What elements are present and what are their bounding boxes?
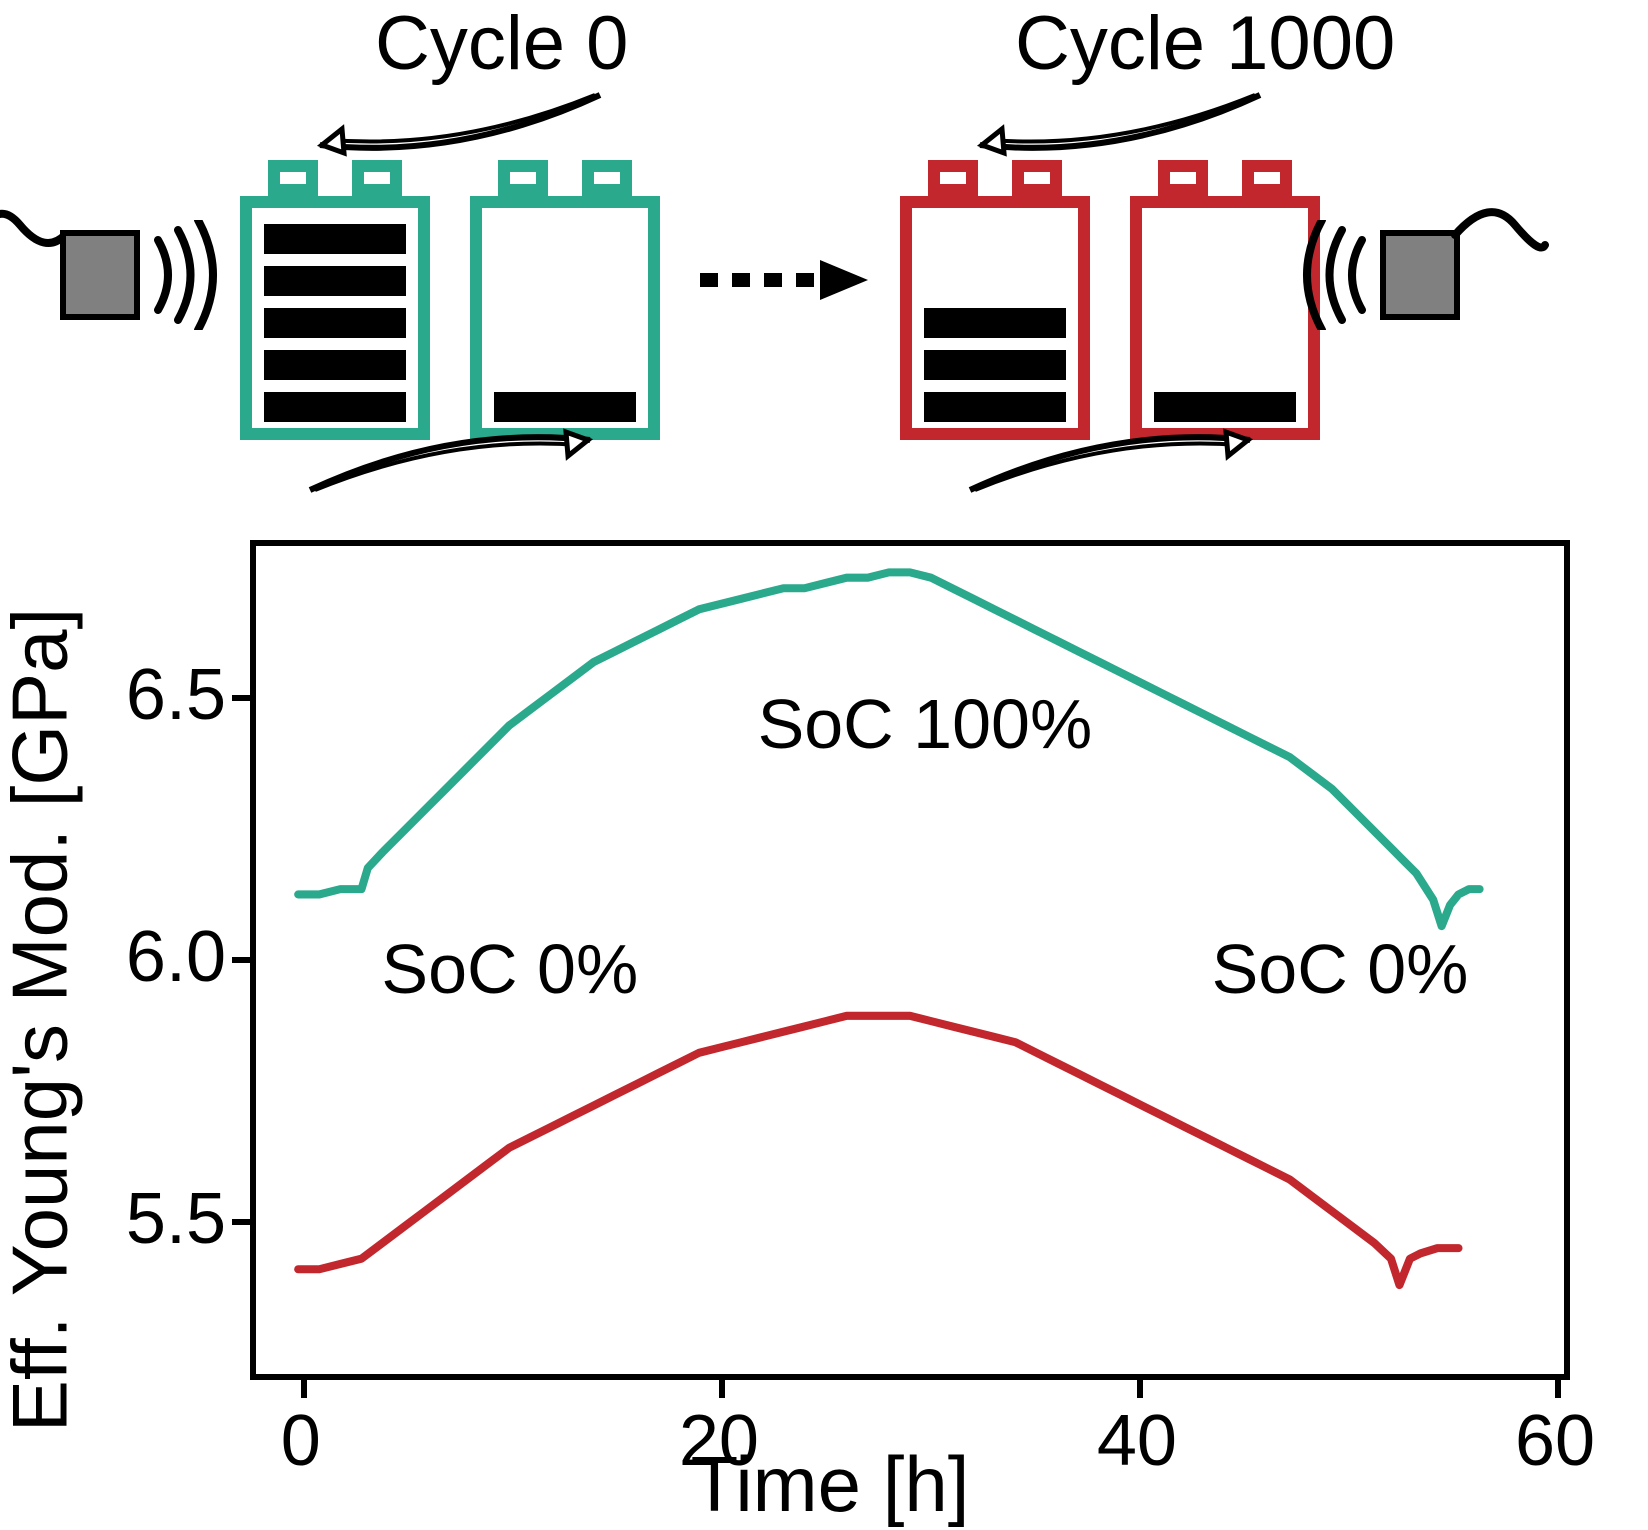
- battery-degraded-empty-icon: [1130, 160, 1320, 440]
- cycle-arrow-bottom-icon: [960, 415, 1270, 495]
- battery-empty-icon: [470, 160, 660, 440]
- battery-pair-cycle0: [240, 120, 670, 450]
- x-tick-label: 0: [281, 1400, 321, 1482]
- y-axis-label: Eff. Young's Mod. [GPa]: [0, 608, 86, 1432]
- annotation: SoC 0%: [1212, 929, 1469, 1009]
- plot-area: 02040605.56.06.5SoC 100%SoC 0%SoC 0%: [250, 540, 1570, 1380]
- cycle-arrow-top-icon: [960, 90, 1270, 170]
- annotation: SoC 0%: [381, 929, 638, 1009]
- progress-arrow-icon: [700, 255, 870, 305]
- y-tick-label: 6.0: [126, 916, 226, 998]
- chart-panel: Eff. Young's Mod. [GPa] Time [h] 0204060…: [50, 520, 1610, 1520]
- x-tick-label: 20: [679, 1400, 759, 1482]
- figure-root: Cycle 0 Cycle 1000: [0, 0, 1648, 1520]
- battery-degraded-full-icon: [900, 160, 1090, 440]
- series-cycle1000: [298, 1016, 1458, 1285]
- cycle-arrow-bottom-icon: [300, 415, 610, 495]
- x-tick-label: 60: [1515, 1400, 1595, 1482]
- sensor-right: [1360, 210, 1500, 330]
- y-tick-label: 5.5: [126, 1178, 226, 1260]
- cycle-arrow-top-icon: [300, 90, 610, 170]
- illustration-panel: Cycle 0 Cycle 1000: [200, 0, 1550, 500]
- x-tick-label: 40: [1097, 1400, 1177, 1482]
- battery-full-icon: [240, 160, 430, 440]
- cycle1000-label: Cycle 1000: [1015, 0, 1395, 87]
- annotation: SoC 100%: [758, 684, 1093, 764]
- sensor-left: [30, 210, 170, 330]
- battery-pair-cycle1000: [900, 120, 1330, 450]
- sound-waves-icon: [1302, 220, 1372, 330]
- y-tick-label: 6.5: [126, 654, 226, 736]
- sound-waves-icon: [148, 220, 218, 330]
- cycle0-label: Cycle 0: [375, 0, 628, 87]
